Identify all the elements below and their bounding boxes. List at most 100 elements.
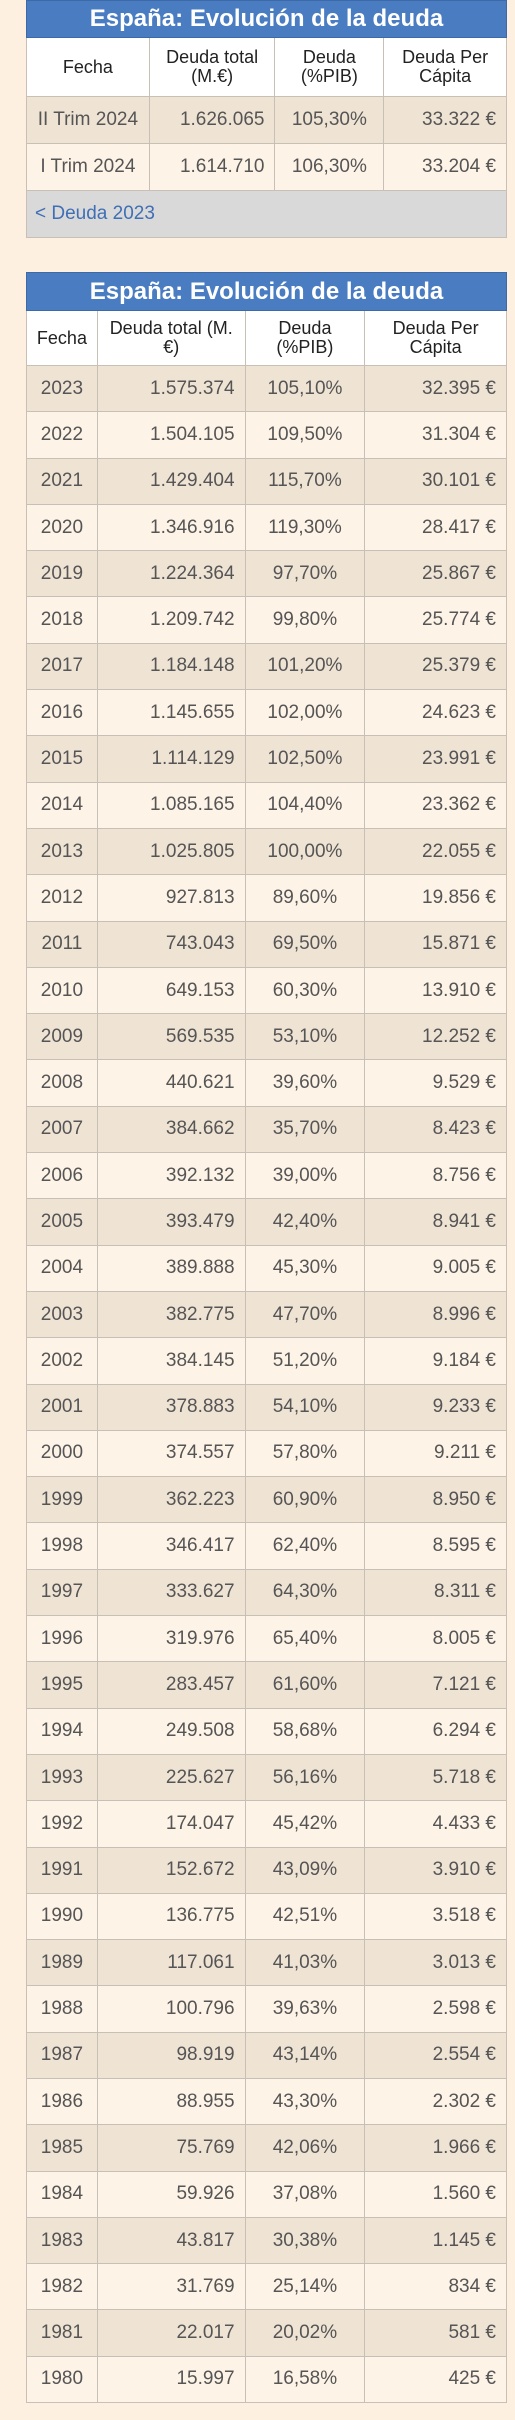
data-cell: 2006 — [27, 1153, 98, 1200]
data-cell: 425 € — [365, 2356, 507, 2404]
data-cell: 59.926 — [97, 2171, 246, 2218]
data-row: 2013 1.025.805 100,00% 22.055 € — [26, 828, 507, 876]
data-cell: 225.627 — [97, 1754, 246, 1802]
header-row: Fecha Deuda total (M.€) Deuda (%PIB) Deuda … — [26, 38, 508, 97]
data-row: 2010 649.153 60,30% 13.910 € — [26, 967, 507, 1015]
data-cell: II Trim 2024 — [27, 97, 150, 144]
data-row: 2009 569.535 53,10% 12.252 € — [26, 1014, 507, 1061]
data-row: 1996 319.976 65,40% 8.005 € — [26, 1616, 507, 1663]
data-row: 2023 1.575.374 105,10% 32.395 € — [26, 366, 507, 413]
data-cell: 30.101 € — [365, 458, 507, 505]
data-cell: 25.379 € — [365, 643, 507, 691]
data-cell: 56,16% — [245, 1754, 366, 1802]
data-cell: 42,06% — [245, 2125, 366, 2172]
data-cell: 1984 — [27, 2171, 98, 2218]
data-row: 1993 225.627 56,16% 5.718 € — [26, 1754, 507, 1802]
data-cell: 384.145 — [97, 1338, 246, 1385]
data-row: 2000 374.557 57,80% 9.211 € — [26, 1430, 507, 1478]
data-cell: 75.769 — [97, 2125, 246, 2172]
data-cell: 2013 — [27, 828, 98, 876]
data-cell: 2003 — [27, 1291, 98, 1339]
data-cell: 22.017 — [97, 2310, 246, 2357]
data-row: 1986 88.955 43,30% 2.302 € — [26, 2078, 507, 2126]
data-cell: 2.554 € — [365, 2032, 507, 2079]
data-cell: 47,70% — [245, 1291, 366, 1339]
debt-table: España: Evolución de la deuda Fecha Deuda … — [26, 272, 507, 2404]
data-cell: 31.304 € — [365, 412, 507, 459]
data-cell: 19.856 € — [365, 875, 507, 922]
data-cell: 35,70% — [245, 1106, 366, 1154]
data-row: 2019 1.224.364 97,70% 25.867 € — [26, 551, 507, 598]
data-cell: 384.662 — [97, 1106, 246, 1154]
data-cell: 1.145.655 — [97, 690, 246, 737]
data-cell: 1988 — [27, 1986, 98, 2033]
data-cell: 3.013 € — [365, 1940, 507, 1987]
data-row: 2018 1.209.742 99,80% 25.774 € — [26, 597, 507, 644]
data-cell: 43,14% — [245, 2032, 366, 2079]
column-header: Fecha — [27, 38, 150, 97]
data-cell: 6.294 € — [365, 1708, 507, 1755]
data-cell: 5.718 € — [365, 1754, 507, 1802]
data-cell: 51,20% — [245, 1338, 366, 1385]
data-row: 1994 249.508 58,68% 6.294 € — [26, 1708, 507, 1755]
data-row: 1992 174.047 45,42% 4.433 € — [26, 1801, 507, 1848]
data-cell: 1.626.065 — [149, 97, 276, 144]
data-row: 1984 59.926 37,08% 1.560 € — [26, 2171, 507, 2218]
data-cell: 1.145 € — [365, 2217, 507, 2265]
data-cell: 1987 — [27, 2032, 98, 2079]
data-row: 2002 384.145 51,20% 9.184 € — [26, 1338, 507, 1385]
data-cell: 42,51% — [245, 1893, 366, 1941]
data-cell: 346.417 — [97, 1523, 246, 1570]
data-cell: 1991 — [27, 1847, 98, 1894]
data-cell: 1986 — [27, 2078, 98, 2126]
data-cell: 2011 — [27, 921, 98, 968]
data-cell: 65,40% — [245, 1616, 366, 1663]
data-cell: 581 € — [365, 2310, 507, 2357]
data-cell: 2019 — [27, 551, 98, 598]
data-cell: 283.457 — [97, 1662, 246, 1709]
data-cell: 1.575.374 — [97, 366, 246, 413]
data-row: 1990 136.775 42,51% 3.518 € — [26, 1893, 507, 1941]
data-cell: 53,10% — [245, 1014, 366, 1061]
data-cell: 333.627 — [97, 1569, 246, 1617]
data-cell: 100,00% — [245, 828, 366, 876]
data-cell: 13.910 € — [365, 967, 507, 1015]
data-cell: 109,50% — [245, 412, 366, 459]
data-cell: 22.055 € — [365, 828, 507, 876]
data-cell: 9.184 € — [365, 1338, 507, 1385]
data-cell: 24.623 € — [365, 690, 507, 737]
data-cell: 2012 — [27, 875, 98, 922]
data-cell: 32.395 € — [365, 366, 507, 413]
data-row: 1991 152.672 43,09% 3.910 € — [26, 1847, 507, 1894]
data-cell: 104,40% — [245, 782, 366, 829]
data-cell: 61,60% — [245, 1662, 366, 1709]
footer-link[interactable]: < Deuda 2023 — [26, 191, 507, 238]
data-cell: 374.557 — [97, 1430, 246, 1478]
data-cell: 2004 — [27, 1245, 98, 1292]
data-cell: 319.976 — [97, 1616, 246, 1663]
data-row: 2004 389.888 45,30% 9.005 € — [26, 1245, 507, 1292]
data-row: 2003 382.775 47,70% 8.996 € — [26, 1291, 507, 1339]
data-cell: 117.061 — [97, 1940, 246, 1987]
data-cell: 2007 — [27, 1106, 98, 1154]
data-cell: 39,00% — [245, 1153, 366, 1200]
data-cell: 42,40% — [245, 1199, 366, 1246]
data-cell: 1990 — [27, 1893, 98, 1941]
data-cell: 15.871 € — [365, 921, 507, 968]
column-header: Deuda total (M.€) — [97, 311, 246, 366]
data-cell: 54,10% — [245, 1384, 366, 1431]
data-cell: 834 € — [365, 2264, 507, 2311]
data-cell: 378.883 — [97, 1384, 246, 1431]
data-cell: 9.529 € — [365, 1060, 507, 1107]
data-row: 1987 98.919 43,14% 2.554 € — [26, 2032, 507, 2079]
data-cell: 8.595 € — [365, 1523, 507, 1570]
data-cell: 23.991 € — [365, 736, 507, 783]
data-cell: 249.508 — [97, 1708, 246, 1755]
data-cell: 8.950 € — [365, 1477, 507, 1524]
data-row: 1983 43.817 30,38% 1.145 € — [26, 2217, 507, 2265]
debt-table: España: Evolución de la deuda Fecha Deuda … — [26, 0, 508, 238]
data-cell: 8.423 € — [365, 1106, 507, 1154]
data-row: 2016 1.145.655 102,00% 24.623 € — [26, 690, 507, 737]
data-cell: 31.769 — [97, 2264, 246, 2311]
data-cell: 41,03% — [245, 1940, 366, 1987]
